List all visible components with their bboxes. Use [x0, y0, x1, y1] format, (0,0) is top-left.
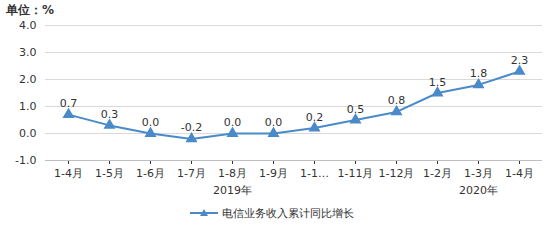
svg-text:0.0: 0.0 — [142, 116, 160, 129]
svg-text:3.0: 3.0 — [19, 46, 37, 59]
svg-text:0.3: 0.3 — [101, 108, 119, 121]
svg-text:-1.0: -1.0 — [15, 154, 36, 167]
svg-text:1.8: 1.8 — [470, 67, 488, 80]
svg-text:2019年: 2019年 — [213, 184, 252, 197]
svg-text:1-3月: 1-3月 — [464, 167, 493, 180]
svg-text:1.0: 1.0 — [19, 100, 37, 113]
svg-text:1-11月: 1-11月 — [338, 167, 374, 180]
svg-text:0.8: 0.8 — [388, 94, 406, 107]
svg-text:2020年: 2020年 — [459, 184, 498, 197]
svg-text:2.0: 2.0 — [19, 73, 37, 86]
svg-text:0.7: 0.7 — [60, 97, 78, 110]
svg-text:1-4月: 1-4月 — [505, 167, 534, 180]
svg-text:-0.2: -0.2 — [181, 121, 202, 134]
svg-text:2.3: 2.3 — [511, 54, 529, 67]
html-text:单位：%: 单位：% — [6, 3, 54, 17]
svg-text:1-5月: 1-5月 — [95, 167, 124, 180]
html-text:电信业务收入累计同比增长: 电信业务收入累计同比增长 — [222, 206, 354, 220]
svg-text:0.2: 0.2 — [306, 111, 324, 124]
svg-text:4.0: 4.0 — [19, 19, 37, 32]
svg-text:1-2月: 1-2月 — [423, 167, 452, 180]
svg-text:0.0: 0.0 — [224, 116, 242, 129]
svg-text:1-12月: 1-12月 — [379, 167, 415, 180]
svg-text:1.5: 1.5 — [429, 76, 447, 89]
svg-text:0.5: 0.5 — [347, 103, 365, 116]
svg-text:0.0: 0.0 — [19, 127, 37, 140]
svg-text:1-9月: 1-9月 — [259, 167, 288, 180]
svg-text:1-6月: 1-6月 — [136, 167, 165, 180]
svg-text:1-1…: 1-1… — [300, 167, 329, 180]
svg-text:1-8月: 1-8月 — [218, 167, 247, 180]
svg-text:1-4月: 1-4月 — [54, 167, 83, 180]
svg-text:1-7月: 1-7月 — [177, 167, 206, 180]
svg-text:0.0: 0.0 — [265, 116, 283, 129]
